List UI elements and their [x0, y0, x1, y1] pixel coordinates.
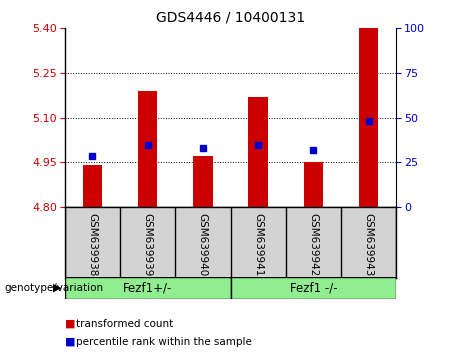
Text: transformed count: transformed count [76, 319, 173, 329]
Bar [230, 277, 396, 299]
Bar [138, 91, 157, 207]
Text: genotype/variation: genotype/variation [5, 283, 104, 293]
Text: GSM639942: GSM639942 [308, 213, 319, 276]
Text: GSM639943: GSM639943 [364, 213, 374, 276]
Bar [304, 162, 323, 207]
Text: ■: ■ [65, 337, 75, 347]
Text: Fezf1 -/-: Fezf1 -/- [290, 282, 337, 295]
Text: GSM639941: GSM639941 [253, 213, 263, 276]
Bar [65, 277, 230, 299]
Bar [83, 165, 102, 207]
Bar [359, 28, 378, 207]
Text: GSM639940: GSM639940 [198, 213, 208, 276]
Bar [193, 156, 213, 207]
Text: percentile rank within the sample: percentile rank within the sample [76, 337, 252, 347]
Bar [248, 97, 268, 207]
Text: ▶: ▶ [53, 283, 62, 293]
Text: ■: ■ [65, 319, 75, 329]
Text: GSM639939: GSM639939 [142, 213, 153, 276]
Text: GSM639938: GSM639938 [87, 213, 97, 276]
Text: Fezf1+/-: Fezf1+/- [123, 282, 172, 295]
Title: GDS4446 / 10400131: GDS4446 / 10400131 [156, 10, 305, 24]
